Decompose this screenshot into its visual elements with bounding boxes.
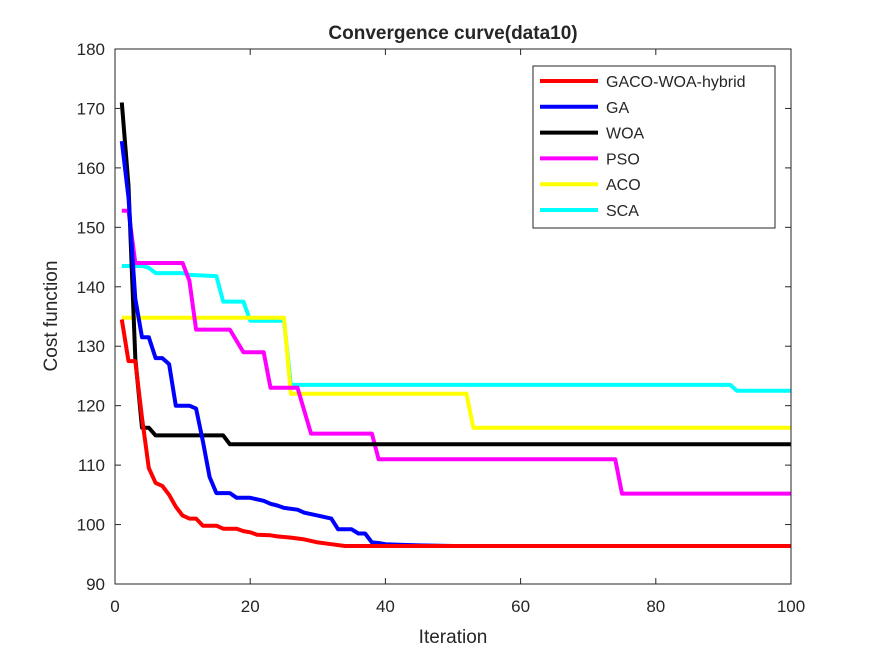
x-tick-label: 20 <box>241 597 260 616</box>
x-tick-label: 40 <box>376 597 395 616</box>
legend-label: GA <box>606 100 629 117</box>
x-tick-label: 0 <box>110 597 119 616</box>
legend-label: ACO <box>606 177 641 194</box>
y-tick-label: 150 <box>77 218 105 237</box>
y-tick-label: 140 <box>77 278 105 297</box>
series-line-ga <box>119 140 791 548</box>
y-tick-label: 110 <box>78 456 105 475</box>
series-line-sca <box>121 264 791 393</box>
legend: GACO-WOA-hybrid GA WOA PSO ACO SCA <box>532 65 776 229</box>
chart-title: Convergence curve(data10) <box>328 23 577 44</box>
x-tick-label: 80 <box>646 597 665 616</box>
legend-box <box>532 65 776 229</box>
x-axis-label: Iteration <box>419 627 488 648</box>
legend-label: WOA <box>606 126 645 143</box>
x-tick-label: 60 <box>511 597 530 616</box>
y-tick-label: 170 <box>77 99 105 118</box>
legend-label: SCA <box>606 203 639 220</box>
y-tick-label: 180 <box>77 40 105 59</box>
y-tick-label: 120 <box>77 397 105 416</box>
x-tick-label: 100 <box>777 597 805 616</box>
y-tick-label: 130 <box>77 337 105 356</box>
axes-box <box>114 48 792 585</box>
series-line-aco <box>121 315 791 430</box>
y-tick-label: 100 <box>77 516 105 535</box>
legend-label: GACO-WOA-hybrid <box>606 74 746 91</box>
y-tick-label: 90 <box>86 575 105 594</box>
series-layer <box>119 102 791 548</box>
legend-label: PSO <box>606 151 640 168</box>
series-line-gaco-woa-hybrid <box>119 319 791 548</box>
y-axis-label: Cost function <box>41 261 62 372</box>
ticks-layer: 0 20 40 60 80 100 90 100 110 120 130 140 150 160 170 18… <box>77 40 806 616</box>
y-tick-label: 160 <box>77 159 105 178</box>
series-line-pso <box>121 208 791 496</box>
